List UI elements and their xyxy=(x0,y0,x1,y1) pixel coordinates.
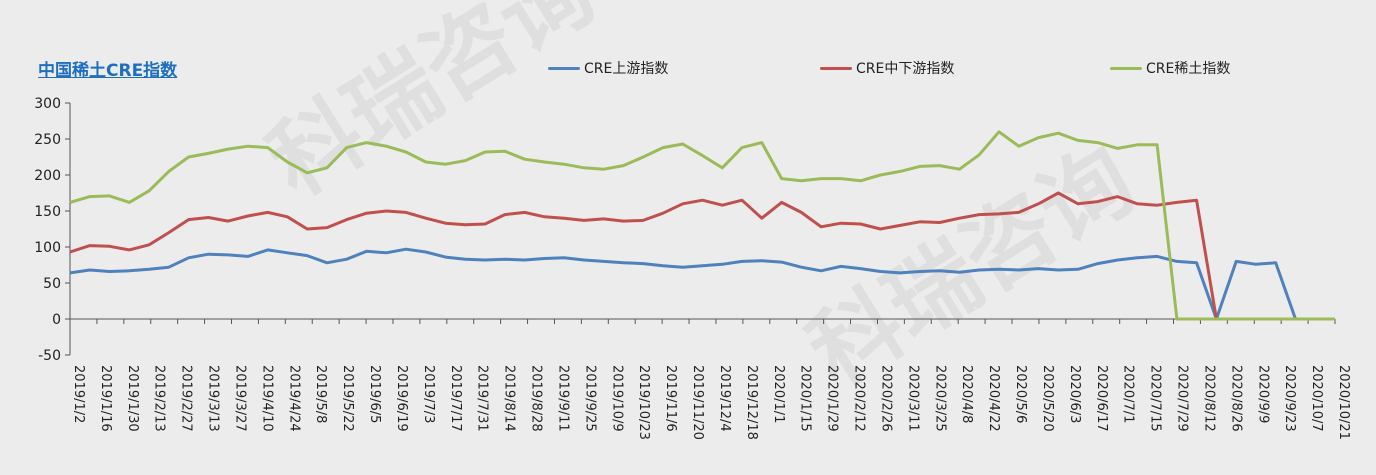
legend-label-total: CRE稀土指数 xyxy=(1146,61,1231,77)
x-tick-label: 2019/2/13 xyxy=(152,365,167,432)
x-tick-label: 2019/1/16 xyxy=(98,365,113,432)
x-tick-label: 2020/9/23 xyxy=(1282,365,1297,432)
series-line-1 xyxy=(69,191,1335,321)
x-tick-label: 2019/6/5 xyxy=(367,365,382,423)
x-tick-label: 2019/1/30 xyxy=(125,365,140,432)
x-tick-label: 2020/8/26 xyxy=(1228,365,1243,432)
x-tick-label: 2020/7/15 xyxy=(1148,365,1163,432)
x-tick-label: 2019/3/27 xyxy=(232,365,247,432)
x-tick-label: 2019/9/25 xyxy=(582,365,597,432)
x-tick-label: 2019/7/3 xyxy=(421,365,436,423)
x-tick-label: 2020/1/29 xyxy=(825,365,840,432)
y-tick-label: 100 xyxy=(34,240,61,256)
x-tick-label: 2019/5/22 xyxy=(340,365,355,432)
x-tick-label: 2019/6/19 xyxy=(394,365,409,432)
legend-label-upstream: CRE上游指数 xyxy=(584,61,669,77)
y-tick-label: 50 xyxy=(43,276,61,292)
x-tick-label: 2020/4/8 xyxy=(959,365,974,423)
x-tick-label: 2020/3/11 xyxy=(905,365,920,432)
y-tick-label: 200 xyxy=(34,168,61,184)
x-tick-label: 2019/11/6 xyxy=(663,365,678,432)
x-tick-label: 2019/7/17 xyxy=(448,365,463,432)
x-tick-label: 2020/5/20 xyxy=(1040,365,1055,432)
x-tick-label: 2020/3/25 xyxy=(932,365,947,432)
legend-swatch-total xyxy=(1110,66,1142,70)
x-tick-label: 2019/11/20 xyxy=(690,365,705,440)
x-tick-label: 2019/12/4 xyxy=(717,365,732,432)
y-tick-label: -50 xyxy=(38,348,61,364)
chart-title: 中国稀土CRE指数 xyxy=(38,61,178,81)
legend-swatch-upstream xyxy=(548,66,580,70)
x-tick-label: 2020/2/12 xyxy=(852,365,867,432)
y-tick-label: 0 xyxy=(52,312,61,328)
x-tick-label: 2020/2/26 xyxy=(878,365,893,432)
x-tick-label: 2019/7/31 xyxy=(475,365,490,432)
x-tick-label: 2019/10/9 xyxy=(609,365,624,432)
legend-item-upstream: CRE上游指数 xyxy=(548,58,668,78)
legend-item-midstream: CRE中下游指数 xyxy=(820,58,954,78)
x-tick-label: 2020/5/6 xyxy=(1013,365,1028,423)
x-tick-label: 2020/7/29 xyxy=(1175,365,1190,432)
x-tick-label: 2019/8/28 xyxy=(529,365,544,432)
x-tick-label: 2020/1/15 xyxy=(798,365,813,432)
x-tick-label: 2019/8/14 xyxy=(502,365,517,432)
x-tick-label: 2020/6/3 xyxy=(1067,365,1082,423)
x-tick-label: 2020/10/21 xyxy=(1336,365,1351,440)
x-tick-label: 2019/5/8 xyxy=(313,365,328,423)
legend-item-total: CRE稀土指数 xyxy=(1110,58,1230,78)
y-tick-label: 300 xyxy=(34,96,61,112)
x-tick-label: 2019/12/18 xyxy=(744,365,759,440)
x-tick-label: 2020/1/1 xyxy=(771,365,786,423)
x-tick-label: 2020/6/17 xyxy=(1094,365,1109,432)
legend-swatch-midstream xyxy=(820,66,852,70)
x-tick-label: 2020/4/22 xyxy=(986,365,1001,432)
series-line-0 xyxy=(69,247,1335,321)
legend-label-midstream: CRE中下游指数 xyxy=(856,61,955,77)
x-tick-label: 2019/1/2 xyxy=(71,365,86,423)
x-tick-label: 2019/4/24 xyxy=(286,365,301,432)
x-tick-label: 2020/9/9 xyxy=(1255,365,1270,423)
y-tick-label: 250 xyxy=(34,132,61,148)
y-tick-label: 150 xyxy=(34,204,61,220)
series-line-2 xyxy=(69,130,1335,321)
x-tick-label: 2019/3/13 xyxy=(206,365,221,432)
x-tick-label: 2019/10/23 xyxy=(636,365,651,440)
x-tick-label: 2019/2/27 xyxy=(179,365,194,432)
x-tick-label: 2020/7/1 xyxy=(1121,365,1136,423)
x-tick-label: 2020/10/7 xyxy=(1309,365,1324,432)
x-tick-label: 2019/4/10 xyxy=(259,365,274,432)
x-tick-label: 2020/8/12 xyxy=(1201,365,1216,432)
x-tick-label: 2019/9/11 xyxy=(555,365,570,432)
